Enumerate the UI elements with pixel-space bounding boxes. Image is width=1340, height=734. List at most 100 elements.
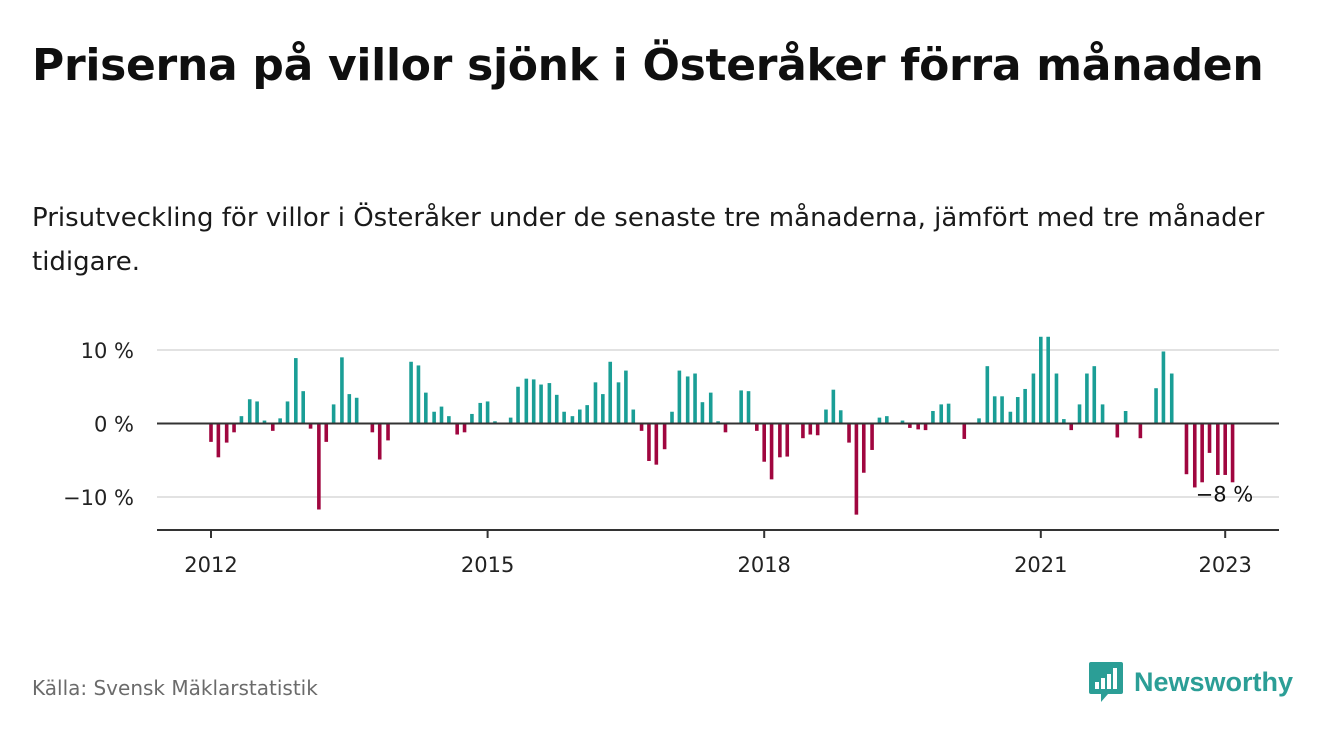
bar <box>562 411 566 424</box>
bar <box>831 389 836 424</box>
bar <box>416 365 421 424</box>
bar <box>946 403 951 424</box>
x-tick-label: 2018 <box>737 553 790 577</box>
bar <box>624 370 628 424</box>
bar <box>470 413 474 424</box>
bar <box>847 423 851 443</box>
bar <box>877 417 882 424</box>
bar <box>778 423 782 458</box>
bar <box>769 423 774 480</box>
bar <box>931 411 935 424</box>
bar <box>1184 423 1189 475</box>
bar <box>409 361 413 424</box>
bar <box>585 405 589 424</box>
bar <box>1031 373 1036 424</box>
bar <box>1054 373 1059 424</box>
bar <box>255 401 259 424</box>
bar <box>1115 423 1120 438</box>
axes <box>157 422 1279 538</box>
bar <box>1000 396 1004 424</box>
bar <box>1192 423 1197 488</box>
bar <box>209 423 213 442</box>
bar <box>262 420 267 424</box>
bar <box>462 423 467 433</box>
bar <box>746 391 751 424</box>
bar <box>685 376 690 424</box>
bar <box>1138 423 1143 439</box>
bar <box>239 416 244 424</box>
bar <box>1161 351 1166 424</box>
bar <box>985 366 990 424</box>
bar <box>386 423 390 441</box>
bar <box>1039 336 1043 424</box>
grid-lines <box>157 349 1279 498</box>
bar <box>531 379 536 424</box>
bar <box>677 370 682 424</box>
bar <box>1092 366 1097 424</box>
bar <box>1169 373 1174 424</box>
bar <box>224 423 229 443</box>
bar <box>247 399 252 424</box>
bar <box>547 383 552 424</box>
y-tick-label: −10 % <box>63 486 134 510</box>
x-tick-label: 2015 <box>461 553 514 577</box>
bar <box>962 423 967 439</box>
bar <box>601 394 605 424</box>
bar <box>885 416 889 424</box>
bar <box>578 409 582 424</box>
bar <box>324 423 329 442</box>
bar <box>639 423 644 431</box>
bar <box>801 423 805 439</box>
bar <box>854 423 859 515</box>
bar <box>301 391 305 424</box>
bar <box>654 423 659 465</box>
bar <box>631 409 636 424</box>
bar <box>1069 423 1074 431</box>
bar <box>524 378 529 424</box>
bar <box>992 396 997 424</box>
bar <box>1154 388 1158 424</box>
bar <box>270 423 275 431</box>
bar <box>838 410 843 424</box>
bar <box>331 404 336 424</box>
bar <box>916 423 920 430</box>
bar <box>1200 423 1204 483</box>
bar <box>923 423 928 431</box>
bar <box>670 411 674 424</box>
bar <box>785 423 790 457</box>
bar <box>377 423 382 460</box>
bar <box>447 416 451 424</box>
bar <box>432 411 436 424</box>
bar <box>554 394 559 424</box>
bar <box>870 423 874 450</box>
bar <box>908 423 912 428</box>
bar <box>616 382 621 424</box>
bar <box>285 401 290 424</box>
bar <box>317 423 321 510</box>
bar <box>708 392 713 424</box>
bar <box>424 392 428 424</box>
bar <box>370 423 375 433</box>
bar <box>478 402 483 424</box>
bar <box>1046 336 1050 424</box>
bar <box>1023 388 1027 424</box>
bar <box>1207 423 1212 453</box>
chart-title: Priserna på villor sjönk i Österåker för… <box>32 40 1264 91</box>
bar <box>755 423 759 431</box>
bar <box>762 423 766 462</box>
bar <box>815 423 820 436</box>
bars <box>209 336 1235 515</box>
brand-logo[interactable]: Newsworthy <box>1088 660 1293 704</box>
bar <box>455 423 459 435</box>
bar <box>493 421 497 424</box>
bar <box>662 423 667 450</box>
bar <box>1216 423 1220 475</box>
bar <box>900 420 905 424</box>
bar <box>723 423 728 433</box>
end-value-label: −8 % <box>1196 482 1254 506</box>
bar <box>1015 397 1020 424</box>
x-tick-label: 2023 <box>1198 553 1251 577</box>
x-tick-label: 2012 <box>184 553 237 577</box>
bar <box>1062 419 1066 424</box>
brand-name: Newsworthy <box>1134 666 1294 697</box>
